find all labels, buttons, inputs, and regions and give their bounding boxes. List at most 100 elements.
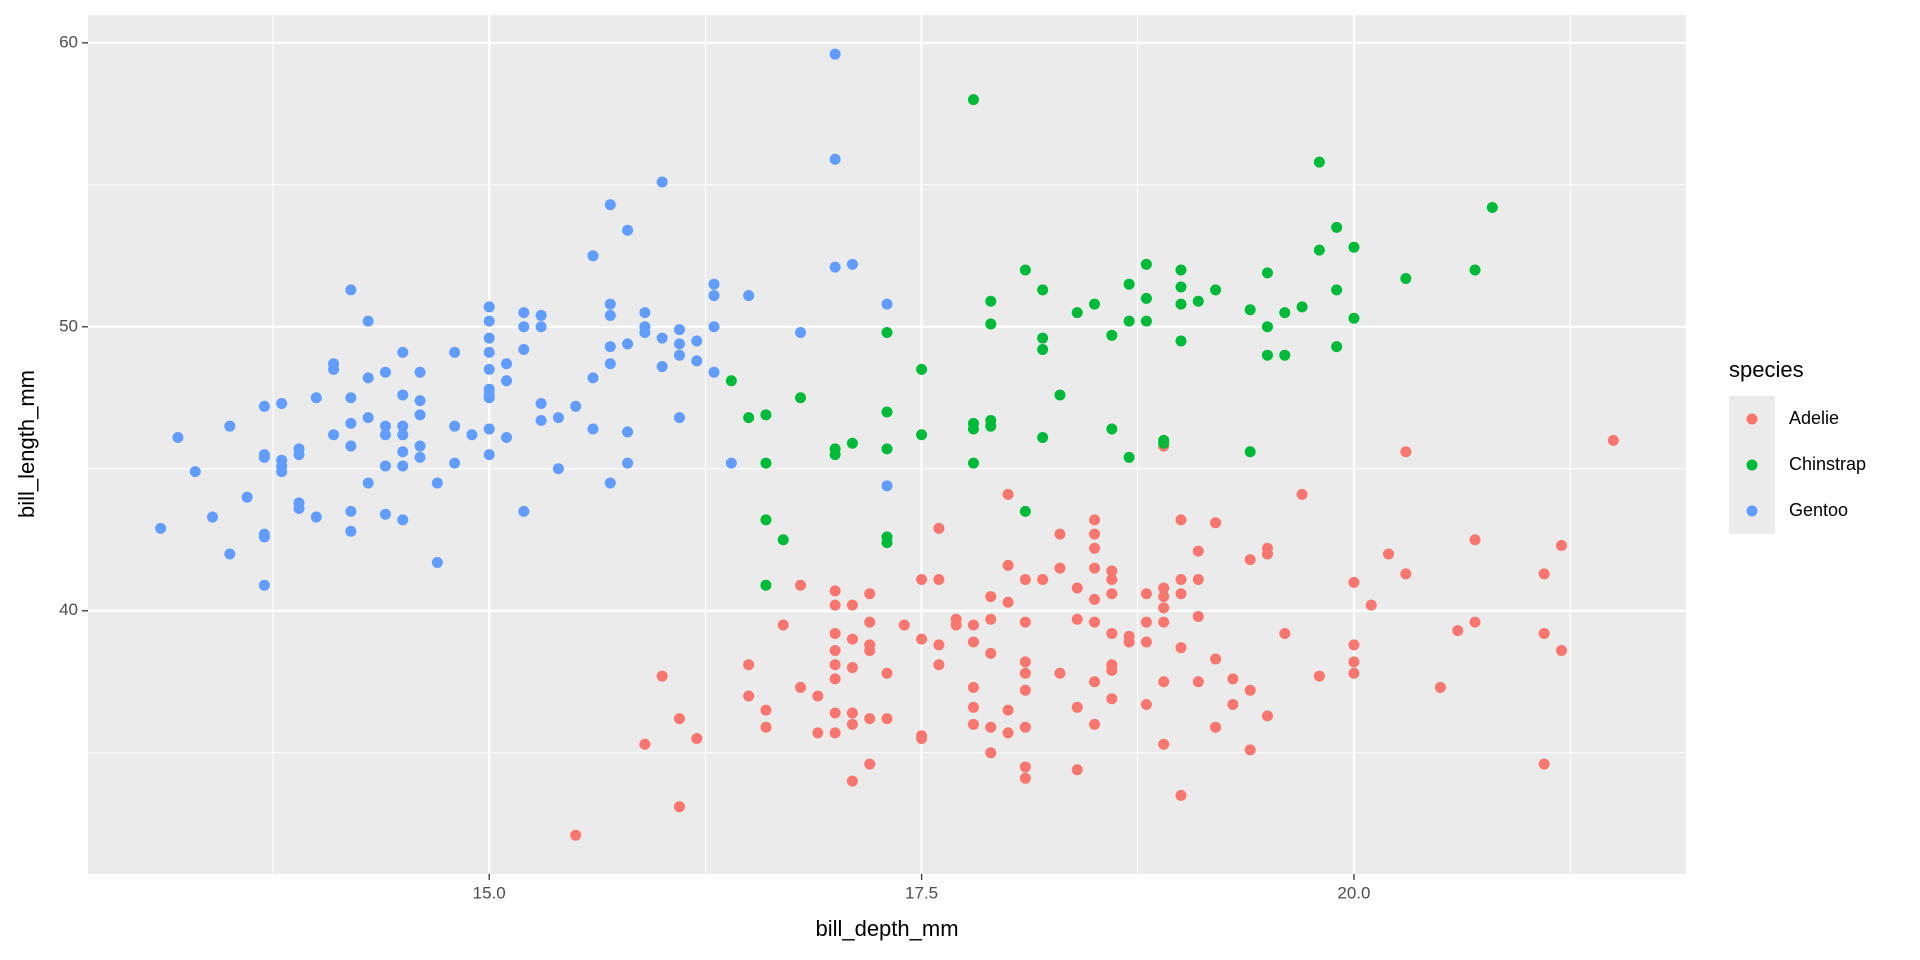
point: [397, 389, 409, 401]
point: [1002, 596, 1014, 608]
point: [276, 397, 288, 409]
point: [1210, 653, 1222, 665]
point: [1261, 710, 1273, 722]
y-tick-label: 50: [59, 316, 78, 335]
point: [967, 423, 979, 435]
point: [1192, 610, 1204, 622]
point: [1210, 721, 1222, 733]
point: [673, 801, 685, 813]
point: [345, 392, 357, 404]
point: [1175, 281, 1187, 293]
point: [362, 372, 374, 384]
point: [829, 153, 841, 165]
point: [760, 579, 772, 591]
point: [1140, 588, 1152, 600]
point: [1348, 576, 1360, 588]
point: [1140, 698, 1152, 710]
point: [345, 525, 357, 537]
point: [604, 358, 616, 370]
point: [397, 446, 409, 458]
point: [1555, 645, 1567, 657]
point: [604, 199, 616, 211]
x-tick-label: 20.0: [1337, 883, 1370, 902]
point: [1192, 574, 1204, 586]
point: [604, 309, 616, 321]
point: [449, 420, 461, 432]
point: [1313, 244, 1325, 256]
point: [708, 290, 720, 302]
point: [846, 662, 858, 674]
point: [258, 451, 270, 463]
points: [155, 48, 1619, 841]
legend-title: species: [1729, 357, 1804, 382]
point: [1054, 528, 1066, 540]
point: [1279, 349, 1291, 361]
point: [812, 690, 824, 702]
point: [1002, 727, 1014, 739]
point: [881, 298, 893, 310]
point: [466, 429, 478, 441]
point: [829, 449, 841, 461]
point: [1123, 315, 1135, 327]
point: [967, 681, 979, 693]
legend-label: Chinstrap: [1789, 454, 1866, 474]
point: [449, 346, 461, 358]
point: [829, 707, 841, 719]
point: [1037, 284, 1049, 296]
point: [639, 307, 651, 319]
point: [1192, 676, 1204, 688]
point: [967, 701, 979, 713]
point: [881, 537, 893, 549]
point: [397, 460, 409, 472]
point: [1158, 676, 1170, 688]
point: [207, 511, 219, 523]
legend-key: [1746, 505, 1758, 517]
point: [933, 574, 945, 586]
point: [483, 332, 495, 344]
point: [1538, 568, 1550, 580]
point: [604, 341, 616, 353]
point: [864, 616, 876, 628]
point: [1037, 344, 1049, 356]
point: [622, 224, 634, 236]
point: [1019, 616, 1031, 628]
point: [1469, 616, 1481, 628]
point: [1555, 539, 1567, 551]
point: [1244, 446, 1256, 458]
point: [1348, 241, 1360, 253]
y-tick-label: 60: [59, 32, 78, 51]
point: [587, 423, 599, 435]
point: [777, 619, 789, 631]
point: [501, 432, 513, 444]
point: [760, 409, 772, 421]
point: [639, 738, 651, 750]
point: [933, 659, 945, 671]
point: [1158, 616, 1170, 628]
point: [639, 326, 651, 338]
point: [431, 477, 443, 489]
point: [864, 645, 876, 657]
point: [1469, 264, 1481, 276]
point: [864, 758, 876, 770]
point: [881, 443, 893, 455]
point: [1227, 698, 1239, 710]
point: [881, 406, 893, 418]
point: [1158, 602, 1170, 614]
point: [846, 718, 858, 730]
point: [1019, 684, 1031, 696]
point: [1331, 284, 1343, 296]
point: [1538, 758, 1550, 770]
point: [829, 627, 841, 639]
point: [829, 673, 841, 685]
point: [1019, 667, 1031, 679]
point: [967, 94, 979, 106]
point: [1313, 670, 1325, 682]
point: [1089, 616, 1101, 628]
point: [691, 733, 703, 745]
point: [379, 429, 391, 441]
point: [1175, 335, 1187, 347]
point: [916, 363, 928, 375]
point: [604, 298, 616, 310]
point: [829, 645, 841, 657]
point: [345, 284, 357, 296]
